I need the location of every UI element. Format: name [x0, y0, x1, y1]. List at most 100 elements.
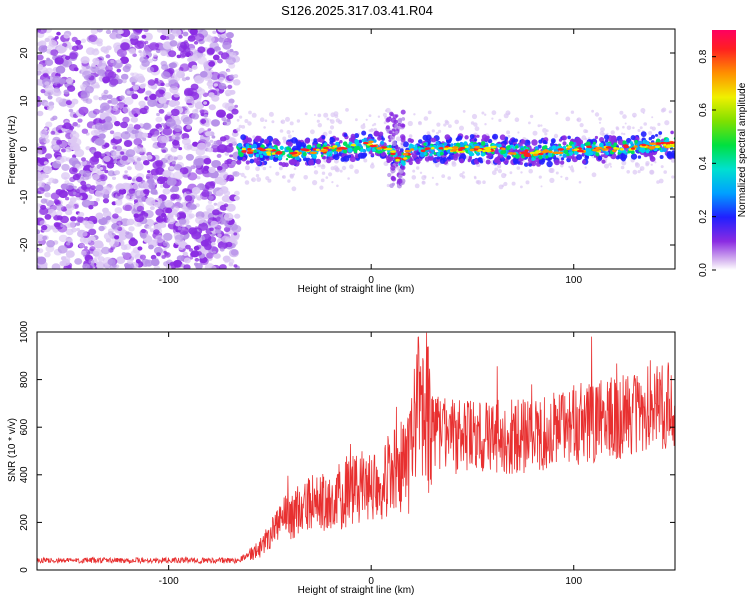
noise-cell	[37, 187, 45, 195]
noise-cell	[114, 207, 123, 214]
core-cell	[342, 141, 348, 146]
noise-cell	[113, 104, 120, 110]
noise-cell	[165, 118, 176, 127]
band-cell	[541, 158, 546, 163]
noise-cell	[208, 187, 214, 193]
peak-cell	[490, 145, 497, 149]
noise-cell	[173, 92, 180, 98]
peak-cell	[451, 146, 459, 149]
band-cell	[347, 154, 352, 159]
noise-cell	[150, 258, 160, 267]
noise-cell	[204, 122, 210, 127]
noise-cell	[203, 114, 208, 118]
core-cell	[245, 143, 250, 148]
halo-cell	[514, 117, 520, 122]
core-cell	[286, 154, 290, 157]
noise-cell	[125, 149, 136, 158]
core-cell	[501, 149, 507, 154]
halo-cell	[508, 112, 511, 115]
noise-cell	[99, 167, 104, 170]
band-cell	[456, 135, 463, 141]
noise-cell	[90, 29, 99, 35]
halo-cell	[317, 163, 321, 168]
noise-cell	[39, 207, 49, 215]
peak-cell	[623, 145, 630, 149]
noise-cell	[178, 218, 187, 225]
halo-cell	[341, 165, 347, 171]
halo-cell	[244, 180, 250, 185]
noise-cell	[197, 130, 202, 134]
halo-cell	[395, 136, 401, 142]
halo-cell	[657, 122, 661, 126]
band-cell	[354, 133, 360, 139]
band-cell	[597, 155, 603, 161]
noise-cell	[105, 238, 111, 243]
halo-cell	[268, 111, 274, 117]
noise-cell	[170, 193, 178, 200]
noise-cell	[98, 225, 105, 232]
noise-cell	[60, 224, 65, 228]
noise-cell	[103, 210, 112, 218]
noise-cell	[211, 160, 222, 168]
noise-cell	[211, 95, 220, 102]
noise-cell	[209, 265, 217, 269]
spike-cell	[392, 128, 395, 132]
band-cell	[268, 142, 272, 147]
noise-cell	[179, 53, 186, 59]
colorbar-tick-label: 0.6	[698, 103, 709, 117]
noise-cell	[37, 229, 41, 235]
core-cell	[655, 138, 661, 144]
noise-cell	[110, 59, 115, 64]
noise-cell	[96, 242, 104, 249]
noise-cell	[61, 172, 70, 180]
noise-cell	[217, 233, 222, 238]
noise-cell	[122, 116, 130, 123]
band-cell	[658, 131, 663, 135]
core-cell	[326, 151, 331, 156]
band-cell	[255, 160, 261, 166]
halo-cell	[645, 161, 650, 166]
band-cell	[326, 158, 332, 164]
noise-cell	[234, 195, 240, 201]
halo-cell	[241, 125, 246, 129]
halo-cell	[451, 161, 457, 167]
halo-cell	[545, 129, 549, 133]
noise-cell	[223, 226, 231, 233]
noise-cell	[168, 50, 177, 58]
peak-cell	[303, 148, 310, 152]
noise-cell	[103, 89, 109, 94]
noise-cell	[88, 259, 95, 264]
noise-cell	[172, 142, 181, 149]
noise-cell	[158, 127, 163, 131]
noise-cell	[178, 45, 187, 52]
noise-cell	[102, 198, 110, 204]
colorbar-ticks: 0.0 0.2 0.4 0.6 0.8	[698, 49, 716, 277]
colorbar	[712, 30, 736, 270]
halo-cell	[382, 112, 387, 117]
noise-cell	[80, 38, 87, 43]
noise-cell	[224, 160, 230, 165]
halo-cell	[423, 116, 429, 121]
noise-cell	[194, 41, 199, 45]
halo-cell	[632, 112, 637, 118]
noise-cell	[138, 100, 146, 107]
noise-cell	[222, 41, 232, 50]
halo-cell	[413, 113, 416, 116]
noise-cell	[133, 124, 141, 130]
halo-cell	[334, 167, 340, 173]
band-cell	[575, 137, 581, 144]
halo-cell	[369, 163, 375, 169]
halo-cell	[240, 172, 245, 177]
noise-cell	[67, 238, 73, 243]
halo-cell	[511, 181, 516, 186]
band-cell	[554, 159, 560, 166]
core-cell	[347, 147, 353, 153]
noise-cell	[187, 172, 198, 181]
noise-cell	[218, 76, 225, 82]
halo-cell	[397, 166, 401, 170]
spike-cell	[400, 123, 405, 128]
noise-cell	[219, 171, 229, 180]
noise-cell	[162, 127, 173, 136]
core-cell	[471, 153, 475, 156]
peak-cell	[363, 141, 369, 145]
